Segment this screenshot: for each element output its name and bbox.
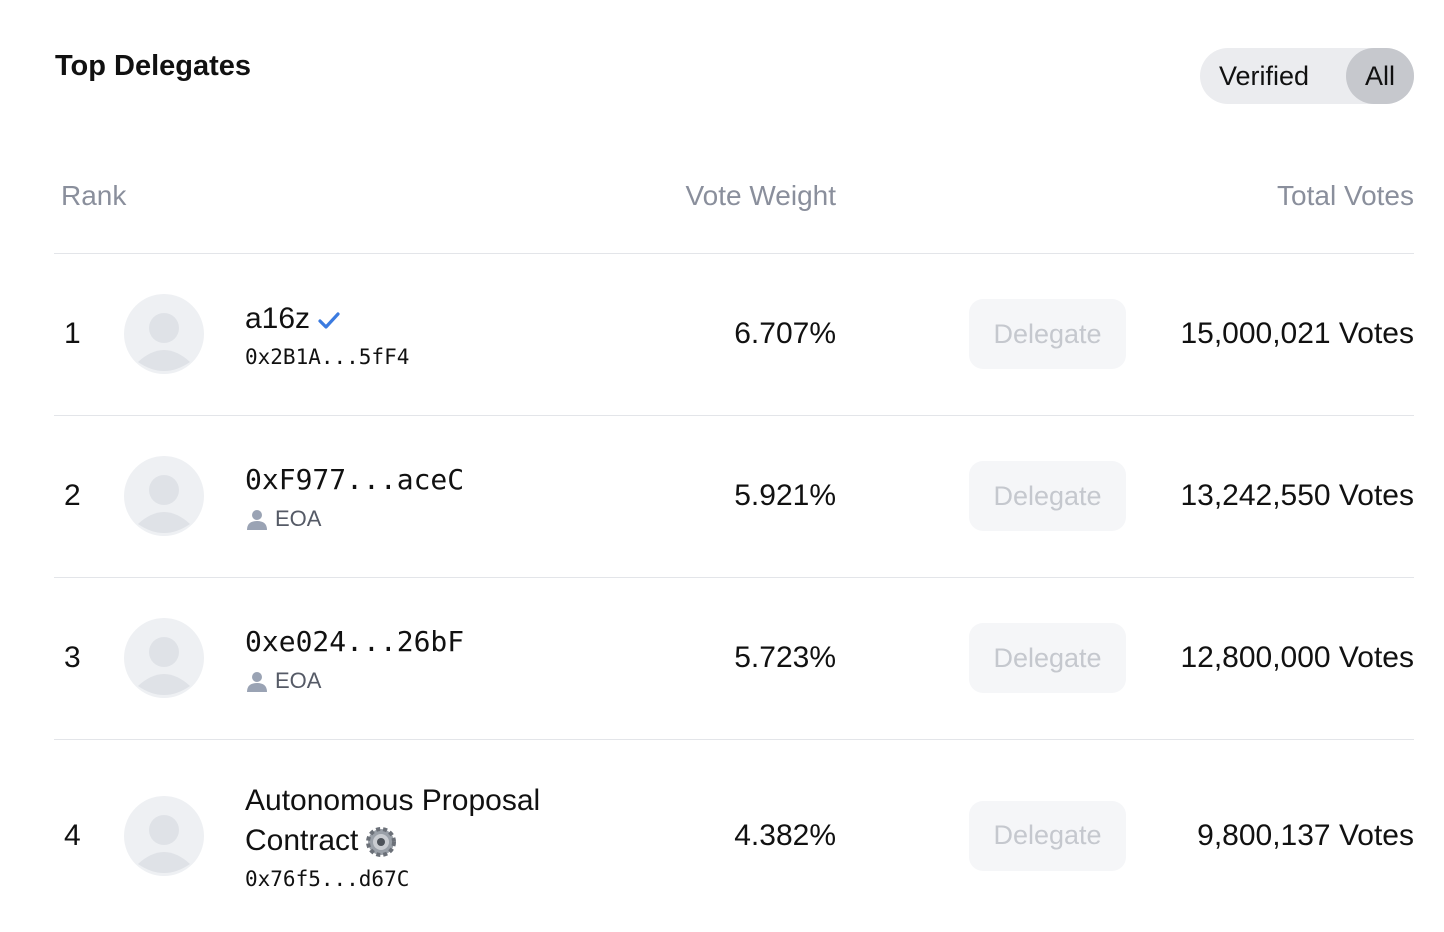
avatar <box>124 618 204 698</box>
avatar <box>124 795 204 876</box>
column-header: Vote Weight <box>685 180 836 211</box>
detail-text: 0x76f5...d67C <box>245 866 410 891</box>
total-votes: 13,242,550 Votes <box>1180 479 1414 512</box>
delegate-button[interactable]: Delegate <box>969 299 1126 369</box>
filter-toggle: Verified All <box>1200 48 1414 104</box>
avatar-image <box>124 294 204 374</box>
icon <box>247 672 267 692</box>
detail-text: EOA <box>275 506 322 531</box>
delegate-name: Autonomous Proposal Contract <box>245 781 575 861</box>
delegate-detail: 0x2B1A...5fF4 <box>245 345 575 369</box>
identity: a16z 0x2B1A...5fF4 <box>245 299 575 369</box>
delegate-button[interactable]: Delegate <box>969 623 1126 693</box>
avatar <box>124 456 204 536</box>
divider <box>54 577 1414 578</box>
total-votes: 12,800,000 Votes <box>1180 641 1414 674</box>
divider <box>54 739 1414 740</box>
delegate-name: 0xF977...aceC <box>245 460 575 500</box>
delegate-detail: EOA <box>245 668 575 694</box>
rank: 2 <box>64 479 81 512</box>
name-text: Autonomous Proposal Contract <box>245 783 541 857</box>
delegate-name: 0xe024...26bF <box>245 622 575 662</box>
total-votes: 15,000,021 Votes <box>1180 317 1414 350</box>
total-votes: 9,800,137 Votes <box>1197 818 1414 852</box>
name-text: 0xF977...aceC <box>245 463 465 496</box>
vote-weight: 6.707% <box>734 317 836 350</box>
rank: 3 <box>64 641 81 674</box>
name-text: a16z <box>245 302 311 335</box>
identity: 0xF977...aceC EOA <box>245 460 575 532</box>
title: Top Delegates <box>55 50 252 82</box>
delegate-name: a16z <box>245 299 575 339</box>
vote-weight: 4.382% <box>734 818 836 852</box>
column-header: Total Votes <box>1277 180 1414 211</box>
name-text: 0xe024...26bF <box>245 625 465 658</box>
detail-text: 0x2B1A...5fF4 <box>245 345 410 369</box>
rank: 4 <box>64 818 81 852</box>
avatar-image <box>124 618 204 698</box>
filter-option[interactable]: Verified <box>1219 60 1310 91</box>
identity: Autonomous Proposal Contract 0x76f5...d67… <box>245 781 575 891</box>
vote-weight: 5.921% <box>734 479 836 512</box>
column-header: Rank <box>61 180 127 211</box>
divider <box>54 415 1414 416</box>
vote-weight: 5.723% <box>734 641 836 674</box>
detail-text: EOA <box>275 668 322 693</box>
filter-option[interactable]: All <box>1345 48 1414 104</box>
delegate-detail: 0x76f5...d67C <box>245 867 575 891</box>
icon <box>247 510 267 530</box>
avatar <box>124 294 204 374</box>
delegate-button[interactable]: Delegate <box>969 800 1126 871</box>
delegate-button[interactable]: Delegate <box>969 461 1126 531</box>
icon <box>318 312 340 329</box>
avatar-image <box>124 795 204 876</box>
avatar-image <box>124 456 204 536</box>
identity: 0xe024...26bF EOA <box>245 622 575 694</box>
divider <box>54 253 1414 254</box>
rank: 1 <box>64 317 81 350</box>
delegate-detail: EOA <box>245 506 575 532</box>
icon <box>366 826 397 857</box>
